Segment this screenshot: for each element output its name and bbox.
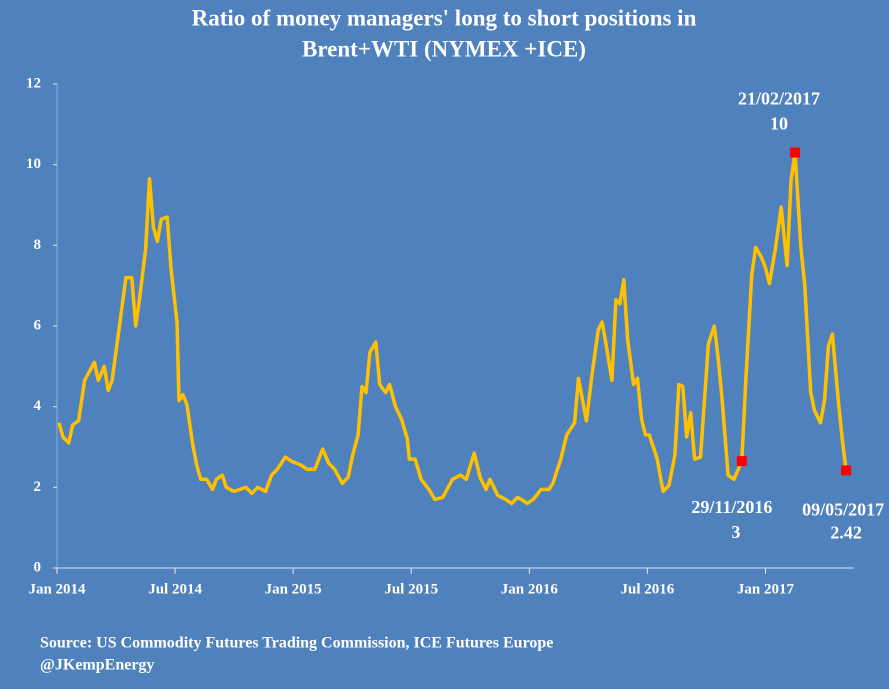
source: Source: US Commodity Futures Trading Com… — [40, 635, 553, 652]
annotation-value: 10 — [770, 114, 788, 134]
chart-title: Ratio of money managers' long to short p… — [192, 5, 697, 30]
x-tick-label: Jan 2016 — [501, 581, 559, 597]
x-tick-label: Jan 2014 — [28, 581, 86, 597]
y-tick-label: 0 — [34, 559, 42, 575]
annotation-date: 09/05/2017 — [802, 500, 884, 520]
marker — [841, 465, 852, 476]
x-tick-label: Jul 2015 — [384, 581, 438, 597]
x-tick-label: Jan 2017 — [737, 581, 795, 597]
y-tick-label: 10 — [26, 156, 41, 172]
annotation-value: 3 — [731, 522, 740, 542]
y-tick-label: 12 — [26, 75, 41, 91]
chart-title: Brent+WTI (NYMEX +ICE) — [302, 36, 586, 61]
x-tick-label: Jan 2015 — [265, 581, 322, 597]
source: @JKempEnergy — [40, 657, 154, 674]
x-tick-label: Jul 2016 — [620, 581, 674, 597]
y-tick-label: 4 — [34, 398, 42, 414]
y-tick-label: 2 — [34, 479, 42, 495]
y-tick-label: 8 — [34, 237, 42, 253]
marker — [736, 456, 747, 467]
annotation-date: 29/11/2016 — [691, 497, 772, 517]
line-series — [57, 150, 848, 506]
x-tick-label: Jul 2014 — [148, 581, 202, 597]
annotation-value: 2.42 — [830, 523, 862, 543]
y-tick-label: 6 — [34, 317, 42, 333]
marker — [789, 147, 800, 158]
annotation-date: 21/02/2017 — [738, 89, 820, 109]
